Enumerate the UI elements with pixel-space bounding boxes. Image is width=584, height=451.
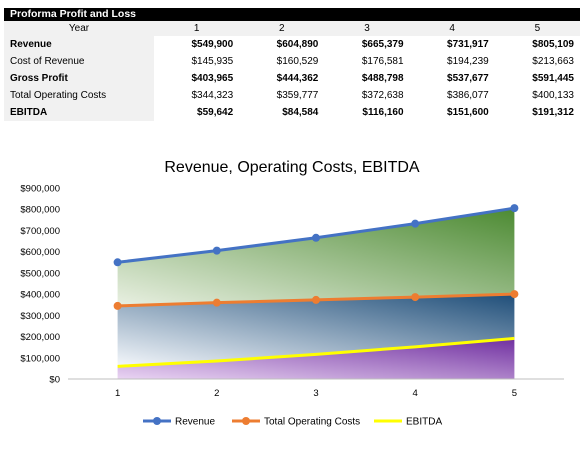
- legend-marker: [242, 417, 250, 425]
- ebitda-area: [117, 338, 515, 379]
- table-cell: $372,638: [361, 90, 404, 101]
- row-label: EBITDA: [4, 104, 154, 121]
- table-cell: $116,160: [362, 107, 404, 118]
- table-cell: $805,109: [532, 39, 574, 50]
- legend-marker: [153, 417, 161, 425]
- table-cell: $344,323: [191, 90, 234, 101]
- chart-axes: $0 $100,000 $200,000 $300,000 $400,000 $500,0…: [20, 184, 564, 399]
- table-cell: $160,529: [276, 56, 319, 67]
- row-label: Revenue: [4, 36, 154, 53]
- table-cell: $84,584: [282, 107, 319, 118]
- table-cell: $359,777: [276, 90, 319, 101]
- data-point: [510, 204, 519, 213]
- year-header-cell: 4: [409, 21, 495, 36]
- table-cell: $403,965: [191, 73, 234, 84]
- data-point: [411, 219, 420, 228]
- area-fills: [117, 208, 515, 379]
- table-cell: $591,445: [532, 73, 574, 84]
- table-cell: $549,900: [191, 39, 234, 50]
- table-cell: $400,133: [532, 90, 574, 101]
- table-cell: $145,935: [191, 56, 234, 67]
- table-cell: $444,362: [276, 73, 319, 84]
- year-header-label: Year: [4, 21, 154, 36]
- table-cell: $176,581: [361, 56, 404, 67]
- table-row: EBITDA $59,642 $84,584 $116,160 $151,600 $191…: [4, 104, 580, 121]
- year-header-cell: 3: [324, 21, 410, 36]
- series-line-2: [117, 336, 515, 368]
- table-cell: $604,890: [276, 39, 319, 50]
- row-label: Total Operating Costs: [4, 87, 154, 104]
- y-tick-label: $400,000: [20, 290, 60, 301]
- y-tick-label: $700,000: [20, 226, 60, 237]
- y-tick-label: $800,000: [20, 205, 60, 216]
- table-cell: $731,917: [447, 39, 489, 50]
- y-tick-label: $100,000: [20, 353, 60, 364]
- table-row: Gross Profit $403,965 $444,362 $488,798 $537…: [4, 70, 580, 87]
- x-tick-label: 1: [115, 388, 120, 399]
- chart-title: Revenue, Operating Costs, EBITDA: [164, 159, 420, 176]
- year-header-cell: 1: [154, 21, 240, 36]
- chart-legend: Revenue Total Operating Costs EBITDA: [143, 417, 442, 428]
- chart-container: Revenue, Operating Costs, EBITDA $0 $100,…: [0, 148, 584, 446]
- table-title: Proforma Profit and Loss: [4, 8, 580, 21]
- pl-table-container: Proforma Profit and Loss Year 1 2 3 4 5 Revenu…: [4, 8, 580, 121]
- year-header-cell: 5: [494, 21, 580, 36]
- data-point: [411, 293, 420, 302]
- row-label: Gross Profit: [4, 70, 154, 87]
- line-chart: Revenue, Operating Costs, EBITDA $0 $100,…: [20, 159, 564, 428]
- y-tick-label: $900,000: [20, 184, 60, 195]
- table-cell: $386,077: [447, 90, 489, 101]
- table-cell: $59,642: [197, 107, 234, 118]
- x-tick-label: 5: [512, 388, 517, 399]
- x-tick-label: 3: [313, 388, 318, 399]
- y-tick-label: $500,000: [20, 268, 60, 279]
- table-cell: $151,600: [447, 107, 489, 118]
- series-lines: [113, 204, 519, 368]
- data-point: [212, 298, 221, 307]
- table-header-row: Year 1 2 3 4 5: [4, 21, 580, 36]
- table-cell: $191,312: [532, 107, 574, 118]
- data-point: [212, 246, 221, 255]
- legend-label: Total Operating Costs: [264, 417, 360, 428]
- x-tick-label: 2: [214, 388, 219, 399]
- data-point: [113, 301, 122, 310]
- operating-costs-area: [117, 294, 515, 367]
- year-header-cell: 2: [239, 21, 325, 36]
- y-tick-label: $300,000: [20, 311, 60, 322]
- y-tick-label: $600,000: [20, 247, 60, 258]
- revenue-area: [117, 208, 515, 306]
- data-point: [510, 290, 519, 299]
- legend-label: Revenue: [175, 417, 215, 428]
- row-label: Cost of Revenue: [4, 53, 154, 70]
- data-point: [312, 295, 320, 304]
- table-cell: $537,677: [447, 73, 489, 84]
- x-tick-label: 4: [413, 388, 418, 399]
- table-cell: $194,239: [447, 56, 489, 67]
- table-cell: $213,663: [532, 56, 574, 67]
- y-tick-label: $0: [49, 375, 60, 386]
- table-cell: $488,798: [361, 73, 404, 84]
- legend-label: EBITDA: [406, 417, 442, 428]
- y-tick-label: $200,000: [20, 332, 60, 343]
- table-row: Cost of Revenue $145,935 $160,529 $176,581 $…: [4, 53, 580, 70]
- table-row: Revenue $549,900 $604,890 $665,379 $731,917 $…: [4, 36, 580, 53]
- data-point: [312, 233, 320, 242]
- table-cell: $665,379: [361, 39, 404, 50]
- pl-table: Year 1 2 3 4 5 Revenue $549,900 $604,890 $665,379…: [4, 21, 580, 121]
- table-row: Total Operating Costs $344,323 $359,777 $37…: [4, 87, 580, 104]
- data-point: [113, 258, 122, 267]
